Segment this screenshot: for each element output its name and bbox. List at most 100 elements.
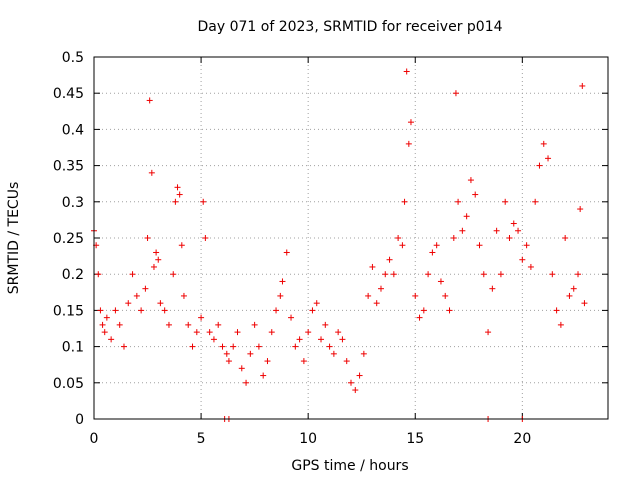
data-point-SRMTID [200, 198, 207, 205]
data-point-SRMTID [399, 242, 406, 249]
data-point-SRMTID [125, 300, 132, 307]
data-point-SRMTID [401, 198, 408, 205]
y-tick-label: 0.5 [62, 50, 84, 66]
data-point-SRMTID [348, 379, 354, 386]
data-point-SRMTID [562, 235, 569, 241]
x-tick-label: 15 [406, 431, 424, 447]
data-point-SRMTID [416, 314, 423, 321]
x-tick-label: 5 [197, 431, 206, 447]
data-point-SRMTID [459, 227, 466, 234]
data-point-SRMTID [485, 329, 492, 336]
data-point-SRMTID [433, 242, 440, 249]
y-tick-label: 0.05 [53, 376, 84, 392]
x-tick-label: 20 [513, 431, 531, 447]
data-point-SRMTID [570, 285, 577, 292]
data-point-SRMTID [273, 307, 280, 314]
data-point-SRMTID [318, 336, 325, 343]
data-point-SRMTID [322, 321, 329, 328]
data-point-SRMTID [305, 329, 312, 336]
data-point-SRMTID [553, 307, 560, 314]
data-point-SRMTID [103, 314, 110, 321]
data-point-SRMTID [180, 292, 187, 299]
data-point-SRMTID [234, 329, 241, 336]
data-point-SRMTID [146, 97, 153, 104]
data-point-SRMTID [545, 155, 552, 162]
data-point-SRMTID [172, 198, 179, 205]
data-point-SRMTID [292, 343, 299, 350]
y-tick-label: 0.3 [62, 195, 84, 211]
data-point-SRMTID [446, 307, 453, 314]
data-point-SRMTID [97, 307, 104, 314]
data-point-SRMTID [296, 336, 303, 343]
data-point-SRMTID [476, 242, 483, 249]
data-point-SRMTID [497, 271, 504, 278]
data-point-SRMTID [133, 292, 140, 299]
data-point-SRMTID [153, 249, 160, 256]
data-point-SRMTID [326, 343, 333, 350]
data-point-SRMTID [112, 307, 119, 314]
data-point-SRMTID [506, 235, 513, 241]
data-point-SRMTID [210, 336, 217, 343]
data-point-SRMTID [174, 184, 181, 191]
data-point-SRMTID [425, 271, 432, 278]
data-point-SRMTID [480, 271, 487, 278]
data-point-SRMTID [420, 307, 427, 314]
data-point-SRMTID [189, 343, 196, 350]
data-point-SRMTID [309, 307, 316, 314]
y-tick-label: 0.1 [62, 340, 84, 356]
data-point-SRMTID [515, 227, 522, 234]
data-point-SRMTID [155, 256, 162, 263]
data-point-SRMTID [150, 263, 157, 270]
data-point-SRMTID [343, 358, 350, 365]
x-tick-label: 0 [90, 431, 99, 447]
data-point-SRMTID [300, 358, 307, 365]
data-point-SRMTID [452, 90, 459, 97]
data-point-SRMTID [230, 343, 237, 350]
data-point-SRMTID [157, 300, 164, 307]
data-point-SRMTID [161, 307, 168, 314]
data-point-SRMTID [202, 235, 209, 241]
data-point-SRMTID [178, 242, 185, 249]
data-point-SRMTID [369, 263, 376, 270]
data-point-SRMTID [519, 256, 526, 263]
data-point-SRMTID [339, 336, 346, 343]
data-point-SRMTID [377, 285, 384, 292]
y-tick-label: 0.45 [53, 86, 84, 102]
data-point-SRMTID [255, 343, 262, 350]
data-point-SRMTID [523, 242, 530, 249]
data-point-SRMTID [407, 119, 414, 126]
data-point-SRMTID [101, 329, 108, 336]
x-axis-label: GPS time / hours [291, 458, 408, 474]
axis-ticks: 0 0.05 0.1 0.15 0.2 0.25 0.3 0.35 0.4 0.45 0.5 0 5 10… [53, 50, 608, 447]
data-point-SRMTID [536, 162, 543, 169]
data-point-SRMTID [108, 336, 115, 343]
data-point-SRMTID [437, 278, 444, 285]
data-point-SRMTID [198, 314, 205, 321]
data-point-SRMTID [581, 300, 588, 307]
data-point-SRMTID [502, 198, 509, 205]
data-point-SRMTID [489, 285, 496, 292]
data-point-SRMTID [549, 271, 556, 278]
data-point-SRMTID [95, 271, 102, 278]
data-point-SRMTID [219, 343, 226, 350]
chart-title: Day 071 of 2023, SRMTID for receiver p01… [197, 19, 502, 35]
data-point-SRMTID [142, 285, 149, 292]
data-point-SRMTID [283, 249, 290, 256]
data-point-SRMTID [193, 329, 200, 336]
data-point-SRMTID [223, 350, 230, 357]
x-tick-label: 10 [299, 431, 317, 447]
data-point-SRMTID [170, 271, 177, 278]
data-points [91, 68, 588, 422]
y-tick-label: 0 [75, 412, 84, 428]
data-point-SRMTID [472, 191, 479, 198]
data-point-SRMTID [206, 329, 213, 336]
data-point-SRMTID [467, 177, 474, 184]
data-point-SRMTID [335, 329, 342, 336]
data-point-SRMTID [382, 271, 389, 278]
data-point-SRMTID [215, 321, 222, 328]
data-point-SRMTID [138, 307, 145, 314]
data-point-SRMTID [238, 365, 245, 372]
data-point-SRMTID [243, 379, 250, 386]
data-point-SRMTID [279, 278, 286, 285]
